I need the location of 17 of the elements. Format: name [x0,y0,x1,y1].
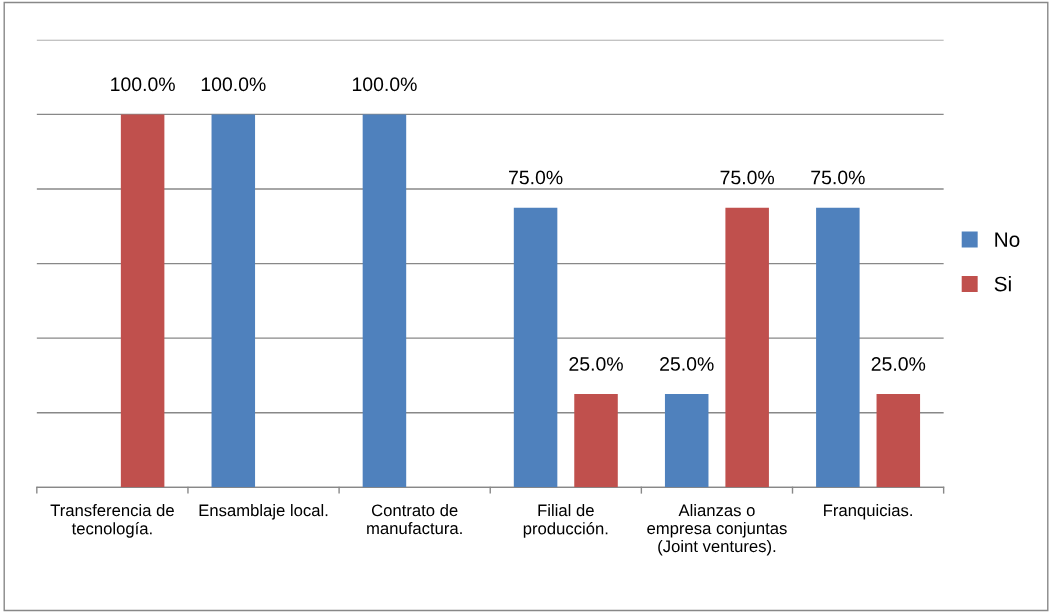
data-label: 100.0% [201,77,266,92]
data-label: 75.0% [509,170,563,185]
x-tick-label: Contrato de manufactura. [367,504,462,535]
data-label: 100.0% [111,77,175,92]
data-label: 75.0% [811,170,865,185]
x-tick-label: Transferencia de tecnología. [50,504,174,538]
data-label: 100.0% [352,77,417,92]
x-tick-label: Filial de producción. [523,504,608,538]
data-label: 25.0% [871,357,926,371]
legend-label: Si [994,276,1011,292]
x-tick-label: Franquicias. [824,504,912,520]
x-tick-label: Alianzas o empresa conjuntas (Joint ventures). [647,504,787,556]
data-label: 75.0% [720,170,775,185]
data-label: 25.0% [660,357,714,371]
x-tick-label: Ensamblaje local. [199,504,328,520]
data-label: 25.0% [569,357,623,371]
legend-label: No [995,232,1020,247]
